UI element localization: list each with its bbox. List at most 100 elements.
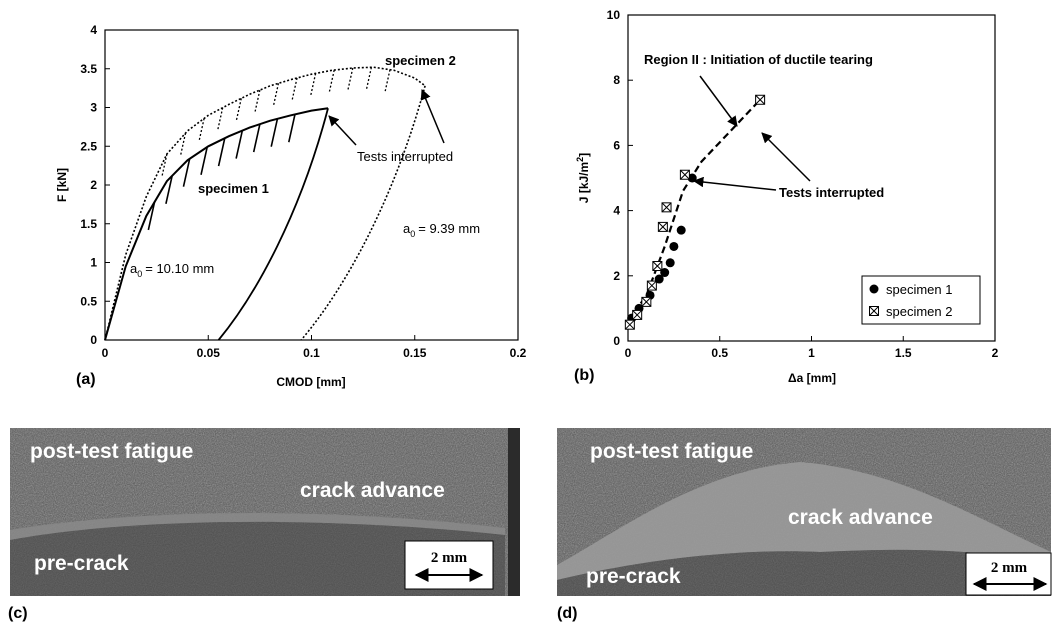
chart-a-x-tick-label: 0.05: [197, 346, 221, 360]
chart-a-ticks: 0 0.05 0.1 0.15 0.2 0 0.5 1 1.5 2 2.5 3 3.5 4: [80, 23, 526, 360]
chart-a-y-tick-label: 0.5: [80, 294, 97, 308]
unload-hash-line: [182, 158, 191, 187]
unload-hash-line: [384, 69, 391, 94]
point-specimen-2: [652, 261, 663, 272]
chart-a-x-tick-label: 0.1: [303, 346, 320, 360]
photo-c-label-crack-advance: crack advance: [300, 479, 445, 502]
legend-marker-specimen-1: [869, 284, 879, 294]
unload-hash-line: [235, 98, 242, 122]
photo-c-label-pre-crack: pre-crack: [34, 552, 129, 575]
series-specimen-1-final-unload: [217, 108, 329, 341]
chart-a-y-axis-title: F [kN]: [55, 168, 69, 202]
label-region-ii: Region II : Initiation of ductile tearin…: [644, 52, 873, 67]
unload-hash-line: [288, 114, 296, 143]
chart-b-y-tick-label: 8: [613, 73, 620, 87]
chart-a-unload-lines: [147, 67, 391, 231]
unload-hash-line: [272, 83, 280, 107]
chart-b-y-axis-title: J [kJ/m2]: [575, 153, 591, 203]
photo-d-pre-crack-region: [557, 549, 1051, 596]
arrow-tests-interrupted-b1: [692, 176, 777, 191]
point-specimen-2: [632, 309, 643, 320]
panel-label-b: (b): [574, 367, 594, 384]
legend-label-specimen-1: specimen 1: [886, 282, 952, 297]
chart-a-y-tick-label: 3: [90, 101, 97, 115]
chart-b-y-tick-label: 6: [613, 138, 620, 152]
chart-b-y-tick-label: 10: [607, 8, 621, 22]
chart-b-x-tick-label: 1: [808, 346, 815, 360]
photo-d-scale-label: 2 mm: [991, 560, 1028, 576]
unload-hash-line: [252, 123, 261, 153]
chart-b-x-tick-label: 2: [992, 346, 999, 360]
label-a0-specimen-1: a0 = 10.10 mm: [130, 261, 214, 279]
chart-b-y-tick-label: 2: [613, 269, 620, 283]
point-specimen-2: [755, 94, 766, 105]
panel-label-a: (a): [76, 371, 96, 388]
chart-a-y-tick-label: 1: [90, 256, 97, 270]
point-specimen-1: [669, 241, 679, 251]
series-specimen-2-points: [624, 94, 766, 330]
unload-hash-line: [254, 89, 261, 114]
unload-hash-line: [200, 146, 208, 176]
label-a0-specimen-2: a0 = 9.39 mm: [403, 221, 480, 239]
chart-b-y-tick-label: 4: [613, 204, 620, 218]
photo-c-pre-crack-region: [10, 521, 505, 596]
chart-b-x-tick-label: 1.5: [895, 346, 912, 360]
unload-hash-line: [309, 73, 317, 97]
chart-a-x-axis-title: CMOD [mm]: [276, 375, 345, 389]
unload-hash-line: [165, 175, 173, 204]
unload-hash-line: [147, 201, 156, 231]
chart-b-ticks: 0 0.5 1 1.5 2 0 2 4 6 8 10: [607, 8, 999, 360]
chart-a-plot-frame: [104, 29, 519, 341]
unload-hash-line: [270, 118, 279, 147]
unload-hash-line: [328, 69, 335, 94]
arrow-interrupt-1: [328, 115, 357, 146]
photo-c-edge: [508, 428, 520, 596]
point-specimen-2: [646, 280, 657, 291]
legend-label-specimen-2: specimen 2: [886, 304, 952, 319]
photo-d-crack-advance-region: [557, 462, 1051, 580]
point-specimen-1: [654, 274, 664, 284]
unload-hash-line: [291, 77, 298, 102]
chart-a-x-tick-label: 0: [102, 346, 109, 360]
chart-b-x-tick-label: 0.5: [711, 346, 728, 360]
photo-c-crack-advance-band: [10, 513, 505, 540]
photo-c: post-test fatigue crack advance pre-crac…: [8, 428, 520, 622]
chart-b-x-axis-title: Δa [mm]: [788, 371, 836, 385]
chart-a-y-tick-label: 1.5: [80, 217, 97, 231]
series-specimen-2-final-unload: [300, 85, 426, 341]
chart-a-y-tick-label: 2: [90, 178, 97, 192]
series-specimen-2-curve: [104, 66, 426, 341]
unload-hash-line: [235, 130, 244, 159]
series-specimen-1-points: [627, 173, 697, 323]
unload-hash-line: [217, 138, 226, 167]
chart-a-y-tick-label: 4: [90, 23, 97, 37]
point-specimen-1: [660, 268, 670, 278]
arrow-interrupt-2: [420, 89, 445, 144]
panel-label-c: (c): [8, 605, 28, 622]
chart-b: 0 0.5 1 1.5 2 0 2 4 6 8 10 Region II : Initiation …: [574, 8, 999, 385]
chart-a-y-tick-label: 3.5: [80, 62, 97, 76]
series-specimen-1-curve: [104, 107, 329, 341]
chart-b-legend: specimen 1 specimen 2: [861, 275, 981, 325]
label-specimen-2: specimen 2: [385, 53, 456, 68]
chart-a-y-tick-label: 2.5: [80, 139, 97, 153]
panel-label-d: (d): [557, 605, 577, 622]
point-specimen-2: [679, 169, 690, 180]
label-tests-interrupted-b: Tests interrupted: [779, 185, 884, 200]
unload-hash-line: [216, 107, 224, 132]
chart-a: 0 0.05 0.1 0.15 0.2 0 0.5 1 1.5 2 2.5 3 3.5 4 specime…: [55, 23, 527, 389]
chart-a-x-tick-label: 0.15: [403, 346, 427, 360]
chart-b-x-tick-label: 0: [625, 346, 632, 360]
label-tests-interrupted-a: Tests interrupted: [357, 149, 453, 164]
photo-c-label-post-test-fatigue: post-test fatigue: [30, 440, 193, 463]
unload-hash-line: [198, 118, 205, 142]
photo-d-label-post-test-fatigue: post-test fatigue: [590, 440, 753, 463]
point-specimen-2: [641, 296, 652, 307]
photo-d-label-crack-advance: crack advance: [788, 506, 933, 529]
point-specimen-2: [624, 319, 635, 330]
photo-d-label-pre-crack: pre-crack: [586, 565, 681, 588]
photo-d: post-test fatigue crack advance pre-crac…: [557, 428, 1052, 622]
point-specimen-2: [661, 202, 672, 213]
unload-hash-line: [365, 67, 373, 91]
